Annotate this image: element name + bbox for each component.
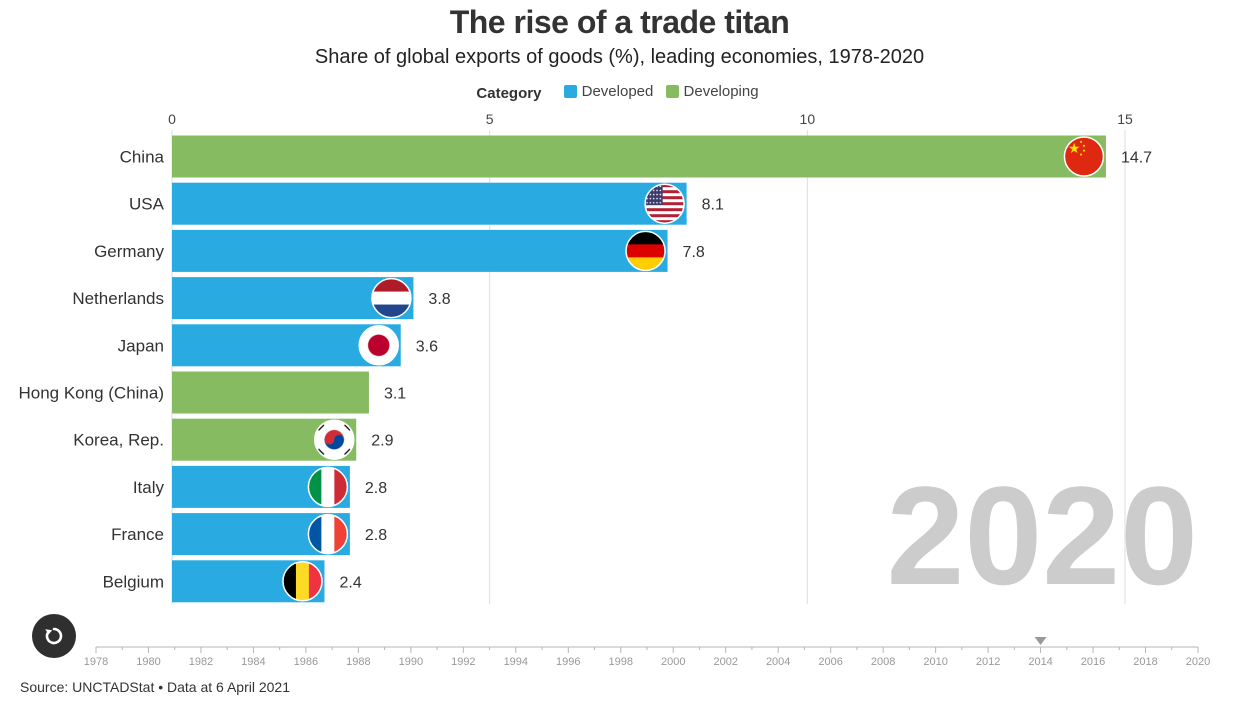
legend-item-developed[interactable]: Developed: [563, 83, 654, 100]
timeline-label-2006[interactable]: 2006: [818, 656, 842, 668]
usa-flag-icon: [644, 183, 685, 224]
legend: Category Developed Developing: [0, 83, 1239, 102]
legend-title: Category: [476, 85, 542, 102]
bar-group-usa[interactable]: USA 8.1: [129, 182, 724, 225]
timeline-label-1998[interactable]: 1998: [609, 656, 633, 668]
legend-swatch-developing: [665, 85, 679, 98]
timeline-label-2010[interactable]: 2010: [923, 656, 947, 668]
legend-label-developed: Developed: [581, 83, 654, 100]
x-tick-label-5: 5: [486, 111, 494, 127]
italy-flag-icon: [307, 466, 349, 508]
value-label: 3.8: [428, 291, 450, 308]
timeline-label-2008[interactable]: 2008: [871, 656, 895, 668]
timeline-label-2000[interactable]: 2000: [661, 656, 685, 668]
year-watermark: 2020: [887, 457, 1198, 614]
bar-hong-kong-china[interactable]: [172, 371, 369, 414]
x-tick-label-15: 15: [1117, 111, 1133, 127]
netherlands-flag-icon: [371, 277, 412, 319]
timeline-label-1990[interactable]: 1990: [399, 656, 423, 668]
source-note: Source: UNCTADStat • Data at 6 April 202…: [20, 679, 290, 695]
replay-button[interactable]: [32, 614, 76, 658]
timeline-label-2002[interactable]: 2002: [713, 656, 737, 668]
timeline-label-2016[interactable]: 2016: [1081, 656, 1105, 668]
timeline-label-2020[interactable]: 2020: [1186, 656, 1210, 668]
value-label: 3.1: [384, 386, 406, 403]
timeline-marker[interactable]: [1034, 637, 1047, 645]
timeline-label-1994[interactable]: 1994: [504, 656, 528, 668]
france-flag-icon: [307, 513, 349, 555]
timeline-label-1984[interactable]: 1984: [241, 656, 265, 668]
chart-subtitle: Share of global exports of goods (%), le…: [314, 46, 925, 68]
bar-china[interactable]: [172, 135, 1106, 178]
legend-item-developing[interactable]: Developing: [665, 83, 759, 100]
category-label: Korea, Rep.: [73, 431, 164, 450]
japan-flag-icon: [358, 325, 399, 366]
bar-group-italy[interactable]: Italy 2.8: [133, 465, 387, 508]
category-label: USA: [129, 195, 165, 214]
replay-icon: [45, 627, 63, 645]
value-label: 2.9: [371, 433, 393, 450]
timeline-label-1978[interactable]: 1978: [84, 656, 108, 668]
bar-group-korea-rep[interactable]: Korea, Rep. 2.9: [73, 418, 394, 461]
bar-germany[interactable]: [172, 229, 668, 272]
timeline-label-1992[interactable]: 1992: [451, 656, 475, 668]
timeline-label-1982[interactable]: 1982: [189, 656, 213, 668]
category-label: Italy: [133, 478, 165, 497]
timeline-label-2012[interactable]: 2012: [976, 656, 1000, 668]
timeline-label-2014[interactable]: 2014: [1028, 656, 1052, 668]
value-label: 8.1: [702, 197, 724, 214]
value-label: 3.6: [416, 338, 438, 355]
category-label: France: [111, 525, 164, 544]
legend-swatch-developed: [563, 85, 577, 98]
bar-group-hong-kong-china[interactable]: Hong Kong (China) 3.1: [18, 371, 406, 414]
chart-title: The rise of a trade titan: [449, 4, 790, 40]
germany-flag-icon: [625, 230, 666, 272]
x-tick-label-0: 0: [168, 111, 176, 127]
category-label: Germany: [94, 242, 164, 261]
bar-group-germany[interactable]: Germany 7.8: [94, 229, 705, 272]
category-label: Belgium: [103, 572, 164, 591]
korea-flag-icon: [313, 419, 355, 460]
value-label: 7.8: [683, 244, 705, 261]
timeline-label-2004[interactable]: 2004: [766, 656, 790, 668]
bar-group-japan[interactable]: Japan 3.6: [118, 324, 438, 367]
category-label: Hong Kong (China): [18, 384, 164, 403]
bar-usa[interactable]: [172, 182, 687, 225]
x-tick-label-10: 10: [800, 111, 816, 127]
value-label: 2.8: [365, 527, 387, 544]
category-label: China: [120, 148, 165, 167]
timeline-label-1986[interactable]: 1986: [294, 656, 318, 668]
belgium-flag-icon: [282, 561, 323, 602]
bar-group-netherlands[interactable]: Netherlands 3.8: [72, 277, 451, 320]
value-label: 2.4: [339, 574, 361, 591]
value-label: 2.8: [365, 480, 387, 497]
value-label: 14.7: [1121, 150, 1152, 167]
timeline-label-1980[interactable]: 1980: [136, 656, 160, 668]
bar-group-france[interactable]: France 2.8: [111, 513, 387, 556]
legend-label-developing: Developing: [683, 83, 759, 100]
bar-group-belgium[interactable]: Belgium 2.4: [103, 560, 362, 603]
timeline-label-2018[interactable]: 2018: [1133, 656, 1157, 668]
timeline-label-1996[interactable]: 1996: [556, 656, 580, 668]
china-flag-icon: [1063, 136, 1105, 177]
category-label: Japan: [118, 336, 164, 355]
timeline-label-1988[interactable]: 1988: [346, 656, 370, 668]
bar-group-china[interactable]: China 14.7: [120, 135, 1153, 178]
category-label: Netherlands: [72, 289, 164, 308]
